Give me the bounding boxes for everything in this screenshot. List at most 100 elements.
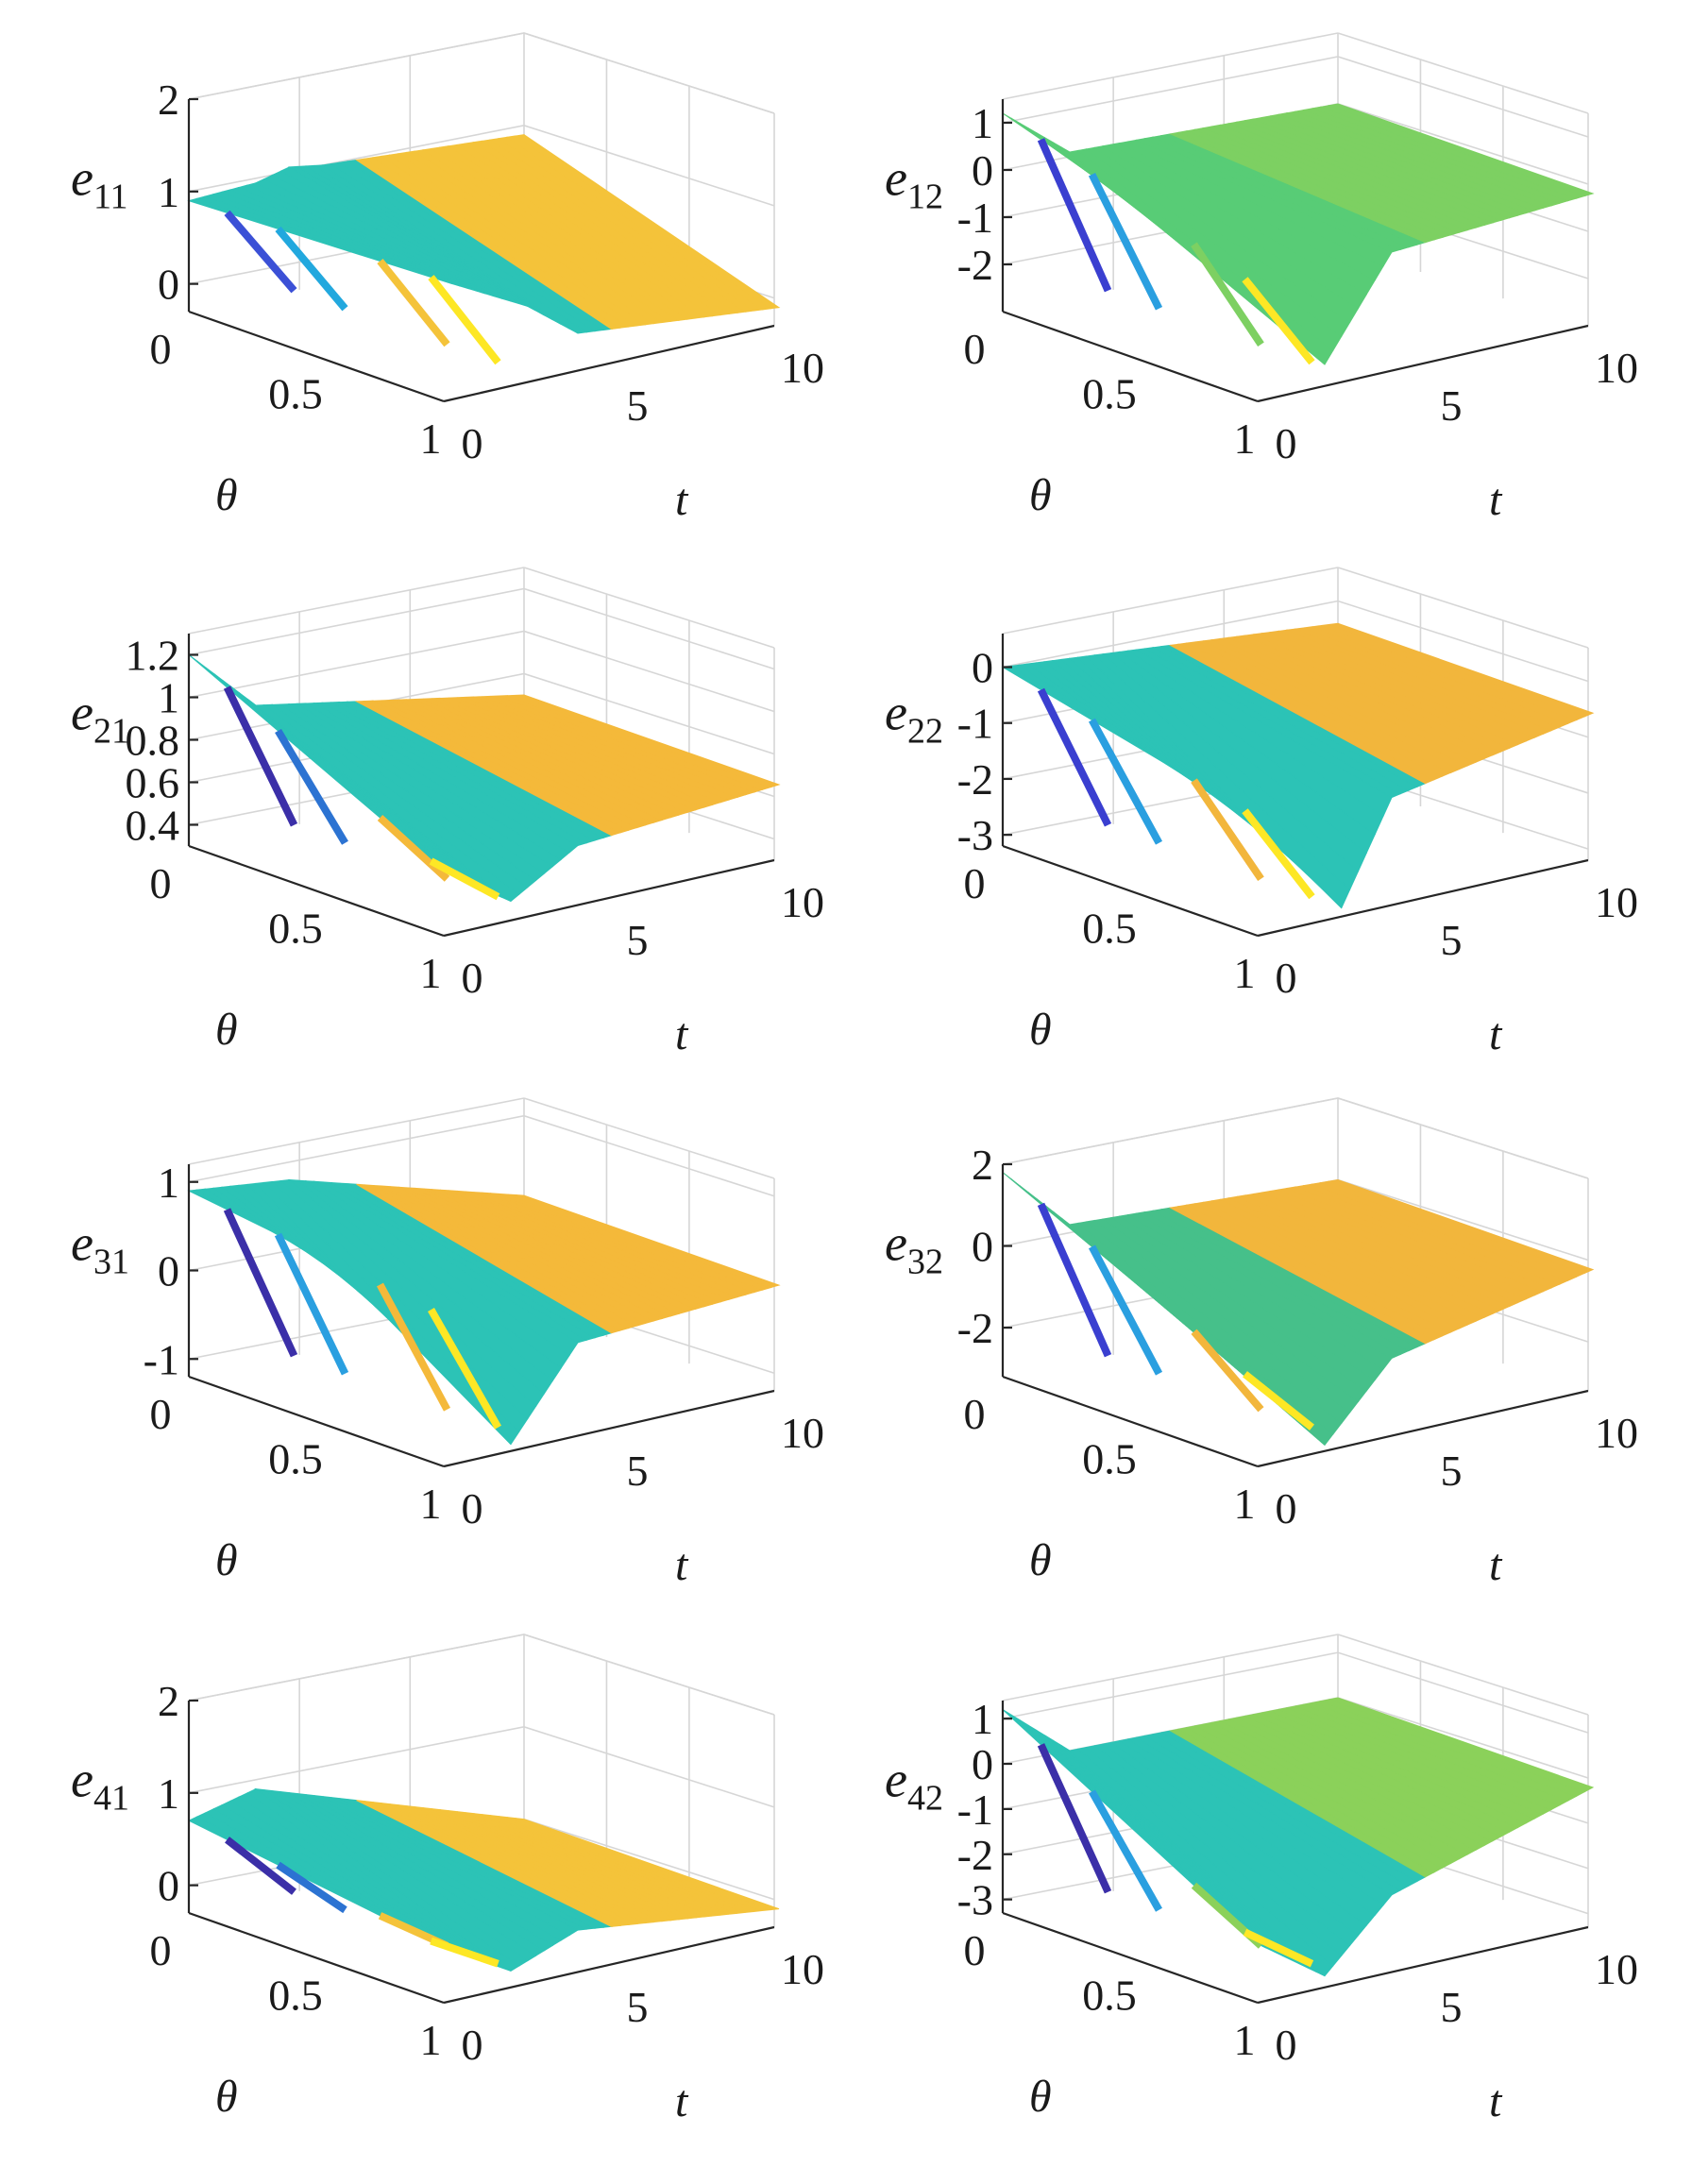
- z-tick-label: 2: [158, 76, 179, 124]
- surface-strip: [515, 1194, 781, 1289]
- theta-tick-label: 0: [964, 325, 986, 373]
- grid-line: [188, 1114, 775, 1197]
- z-tick-label: 1: [972, 99, 993, 147]
- theta-axis: [188, 1911, 445, 2005]
- z-axis-label: e42: [885, 1751, 943, 1818]
- surface-edge-line: [1191, 1329, 1264, 1413]
- theta-tick-label: 0.5: [1082, 1972, 1137, 2020]
- t-tick-label: 10: [781, 1945, 824, 1993]
- surface-edge-line: [224, 210, 297, 294]
- t-tick-label: 10: [781, 878, 824, 926]
- z-label-sub: 22: [907, 711, 943, 751]
- z-label-main: e: [885, 1751, 907, 1807]
- surface: [1002, 103, 1595, 365]
- z-tick-label: -2: [957, 1831, 993, 1879]
- t-tick-label: 5: [1441, 916, 1463, 964]
- surface-strip: [1328, 1179, 1595, 1274]
- surface-edge-line: [1243, 1928, 1314, 1968]
- z-tick-label: 0: [972, 146, 993, 195]
- surface: [188, 654, 781, 903]
- grid-line: [1002, 1097, 1589, 1179]
- z-axis-label: e11: [71, 149, 128, 216]
- t-tick-label: 10: [1595, 1945, 1638, 1993]
- t-tick-label: 5: [1441, 1983, 1463, 2031]
- z-label-sub: 42: [907, 1778, 943, 1818]
- z-axis-label: e21: [71, 684, 129, 751]
- t-axis-label: t: [1489, 1009, 1503, 1059]
- z-axis-label: e22: [885, 684, 943, 751]
- surface-edge-line: [1191, 778, 1264, 882]
- theta-tick-label: 1: [1234, 415, 1256, 463]
- surface-edge-line: [1037, 1743, 1112, 1894]
- t-tick-label: 5: [627, 1983, 649, 2031]
- theta-tick-label: 0: [964, 1390, 986, 1438]
- t-tick-label: 0: [462, 1484, 483, 1532]
- surface: [1002, 1172, 1595, 1447]
- theta-axis: [188, 1375, 445, 1468]
- z-axis-label: e31: [71, 1214, 129, 1281]
- theta-tick-label: 0.5: [1082, 905, 1137, 953]
- z-tick-label: -2: [957, 241, 993, 289]
- surface-edge-line: [274, 1232, 349, 1376]
- z-tick-label: 1: [158, 674, 179, 722]
- surface-edge-line: [428, 275, 501, 365]
- t-axis: [443, 1389, 775, 1468]
- theta-tick-label: 0.5: [268, 1972, 323, 2020]
- z-tick-label: 1: [158, 168, 179, 216]
- theta-tick-label: 0: [150, 1926, 172, 1974]
- t-axis-label: t: [675, 1009, 689, 1059]
- theta-tick-label: 0.5: [268, 905, 323, 953]
- surface-strip: [514, 134, 781, 310]
- t-tick-label: 0: [1276, 954, 1297, 1002]
- surface-edge-line: [1088, 172, 1163, 311]
- surface-strip: [1328, 103, 1595, 197]
- surface: [1001, 622, 1595, 909]
- z-axis-label: e12: [885, 149, 943, 216]
- z-label-sub: 21: [93, 711, 129, 751]
- t-tick-label: 5: [1441, 1447, 1463, 1495]
- t-axis: [1257, 1925, 1589, 2005]
- z-tick-label: -1: [957, 1786, 993, 1834]
- t-tick-label: 0: [1276, 419, 1297, 467]
- z-tick-label: -1: [957, 194, 993, 242]
- t-axis: [1257, 1389, 1589, 1468]
- grid-line: [1337, 32, 1589, 114]
- theta-tick-label: 0: [964, 859, 986, 907]
- surface-edge-line: [1242, 277, 1315, 365]
- t-tick-label: 10: [1595, 1409, 1638, 1457]
- t-tick-label: 0: [462, 954, 483, 1002]
- t-tick-label: 5: [1441, 381, 1463, 430]
- theta-tick-label: 1: [1234, 2016, 1256, 2064]
- t-tick-label: 10: [1595, 878, 1638, 926]
- z-label-main: e: [885, 1214, 907, 1271]
- z-tick-label: 1: [158, 1769, 179, 1818]
- surface: [187, 134, 781, 365]
- grid-line: [1002, 56, 1589, 138]
- t-tick-label: 5: [627, 1447, 649, 1495]
- grid-line: [188, 1097, 525, 1165]
- z-label-main: e: [71, 1214, 93, 1271]
- theta-axis-label: θ: [1029, 1535, 1052, 1585]
- surface-edge-line: [1088, 1244, 1163, 1376]
- theta-tick-label: 1: [420, 949, 442, 997]
- z-tick-label: 0: [972, 1740, 993, 1788]
- z-label-main: e: [71, 684, 93, 740]
- theta-tick-label: 0: [150, 859, 172, 907]
- surface-edge-line: [275, 728, 348, 845]
- t-tick-label: 10: [781, 1409, 824, 1457]
- t-axis-label: t: [675, 2076, 689, 2126]
- theta-axis-label: θ: [215, 2072, 238, 2122]
- z-tick-label: -3: [957, 811, 993, 859]
